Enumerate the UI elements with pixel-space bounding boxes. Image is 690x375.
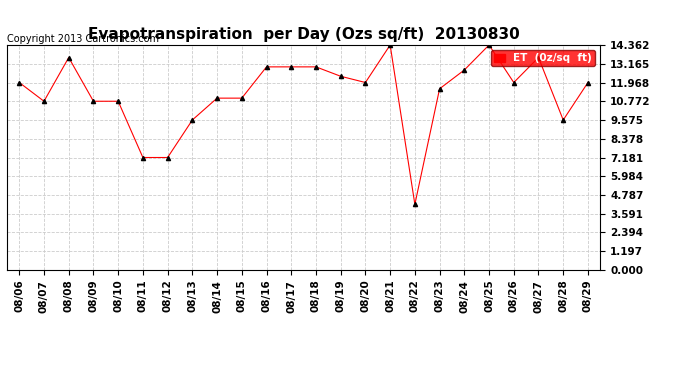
Legend: ET  (0z/sq  ft): ET (0z/sq ft) [491,50,595,66]
Title: Evapotranspiration  per Day (Ozs sq/ft)  20130830: Evapotranspiration per Day (Ozs sq/ft) 2… [88,27,520,42]
Text: Copyright 2013 Cartronics.com: Copyright 2013 Cartronics.com [7,34,159,44]
